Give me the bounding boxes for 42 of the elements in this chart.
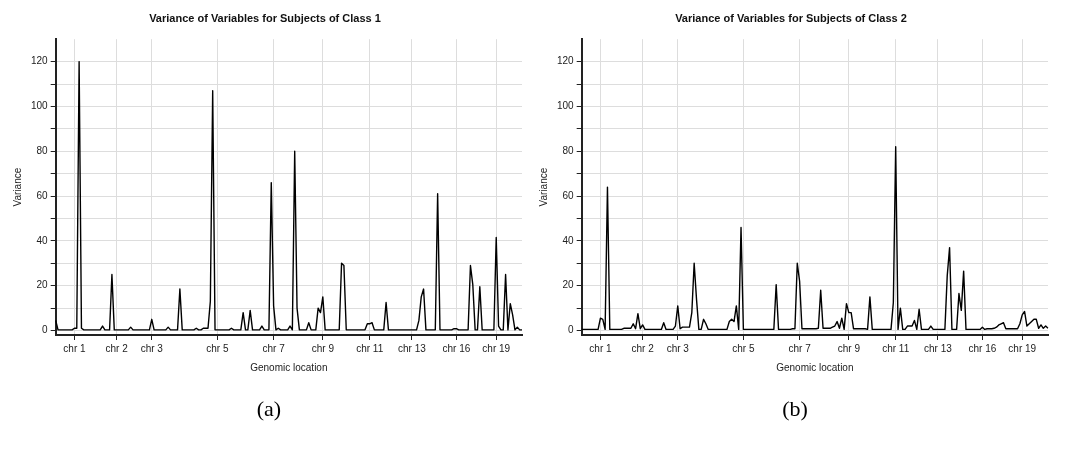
y-tick-label: 20 bbox=[562, 279, 575, 291]
y-tick-label: 0 bbox=[42, 324, 49, 336]
chart-title: Variance of Variables for Subjects of Class 2 bbox=[675, 11, 907, 24]
x-tick-label: chr 13 bbox=[923, 342, 953, 354]
text: (a) bbox=[256, 396, 282, 422]
x-tick-label: chr 1 bbox=[589, 342, 612, 354]
y-tick-label: 120 bbox=[31, 55, 49, 67]
x-tick-label: chr 2 bbox=[631, 342, 655, 354]
y-tick-label: 100 bbox=[557, 100, 575, 112]
x-tick-label: chr 9 bbox=[311, 342, 335, 354]
y-tick-label: 60 bbox=[562, 189, 575, 201]
y-tick-label: 80 bbox=[562, 145, 575, 156]
y-tick-label: 100 bbox=[31, 100, 49, 112]
y-tick-label: 20 bbox=[36, 279, 49, 291]
x-tick-label: chr 19 bbox=[482, 342, 511, 354]
x-tick-label: chr 11 bbox=[882, 342, 910, 354]
y-axis-title: Variance bbox=[11, 167, 23, 207]
x-tick-label: chr 13 bbox=[397, 342, 427, 354]
x-tick-label: chr 1 bbox=[63, 342, 86, 354]
y-tick-label: 80 bbox=[36, 145, 49, 156]
x-tick-label: chr 16 bbox=[968, 342, 997, 354]
x-tick-label: chr 19 bbox=[1008, 342, 1037, 354]
text: (b) bbox=[782, 396, 808, 422]
x-tick-label: chr 5 bbox=[206, 342, 229, 354]
y-tick-label: 40 bbox=[36, 234, 49, 246]
x-tick-label: chr 5 bbox=[732, 342, 755, 354]
y-axis-title: Variance bbox=[537, 167, 549, 207]
y-tick-label: 40 bbox=[562, 234, 575, 246]
x-tick-label: chr 7 bbox=[788, 342, 812, 354]
y-tick-label: 0 bbox=[568, 324, 575, 336]
x-tick-label: chr 9 bbox=[837, 342, 861, 354]
x-tick-label: chr 11 bbox=[356, 342, 384, 354]
y-tick-label: 60 bbox=[36, 189, 49, 201]
x-tick-label: chr 16 bbox=[442, 342, 471, 354]
y-tick-label: 120 bbox=[557, 55, 575, 67]
chart-title: Variance of Variables for Subjects of Class 1 bbox=[149, 11, 381, 24]
x-tick-label: chr 3 bbox=[666, 342, 690, 354]
x-axis-title: Genomic location bbox=[250, 361, 328, 373]
x-tick-label: chr 7 bbox=[262, 342, 286, 354]
x-tick-label: chr 2 bbox=[105, 342, 129, 354]
x-tick-label: chr 3 bbox=[140, 342, 164, 354]
x-axis-title: Genomic location bbox=[776, 361, 854, 373]
